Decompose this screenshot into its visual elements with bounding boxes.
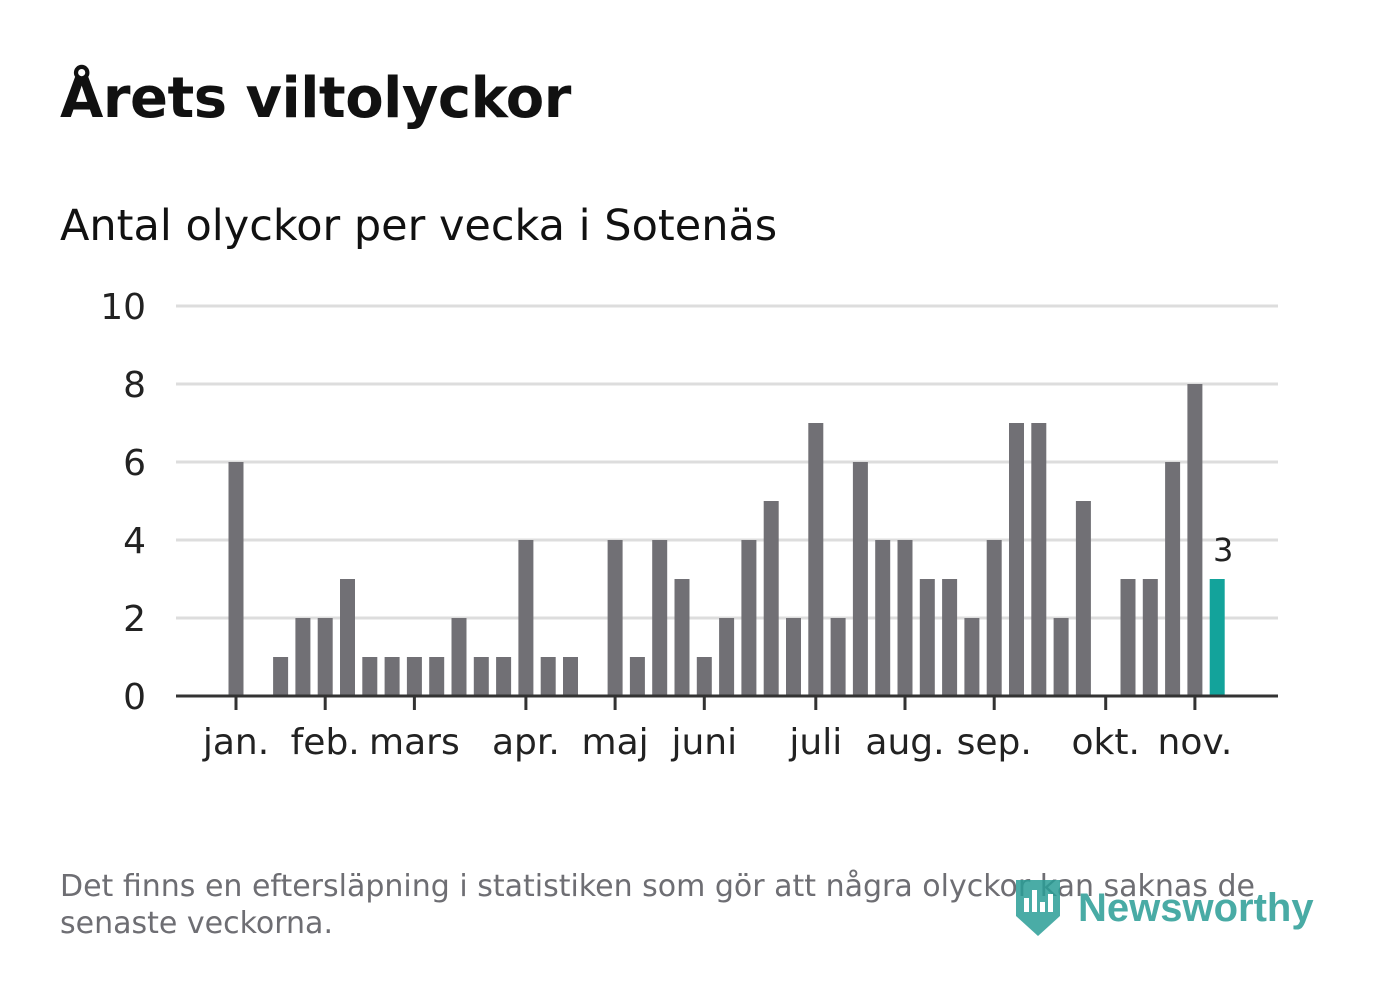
x-tick-label: apr. bbox=[492, 722, 560, 763]
bar-week-25 bbox=[763, 501, 779, 696]
data-labels: 3 bbox=[1213, 531, 1233, 569]
bar-week-26 bbox=[786, 618, 801, 696]
bars bbox=[228, 384, 1225, 696]
chart-title: Årets viltolyckor bbox=[60, 66, 571, 131]
bar-week-37 bbox=[1031, 423, 1047, 696]
bar-current-week bbox=[1209, 579, 1225, 696]
bar-week-23 bbox=[719, 618, 735, 696]
newsworthy-logo[interactable]: Newsworthy bbox=[1012, 876, 1314, 940]
bar-week-27 bbox=[808, 423, 824, 696]
bar-week-29 bbox=[852, 462, 868, 696]
bar-week-3 bbox=[273, 657, 289, 696]
bar-week-4 bbox=[295, 618, 311, 696]
bar-week-36 bbox=[1009, 423, 1024, 696]
x-tick-label: aug. bbox=[865, 722, 944, 763]
bar-week-42 bbox=[1142, 579, 1158, 696]
bar-week-8 bbox=[384, 657, 400, 696]
x-tick-label: nov. bbox=[1158, 722, 1233, 763]
bar-chart: 0 2 4 6 8 10 jan. feb. mars apr. maj juni juli aug. s… bbox=[100, 287, 1278, 763]
bar-week-39 bbox=[1075, 501, 1091, 696]
x-tick-label: jan. bbox=[202, 722, 269, 763]
newsworthy-logo-icon bbox=[1016, 880, 1060, 936]
bar-week-13 bbox=[496, 657, 512, 696]
bar-week-44 bbox=[1187, 384, 1203, 696]
bar-week-30 bbox=[875, 540, 891, 696]
bar-week-14 bbox=[518, 540, 534, 696]
y-tick-label: 0 bbox=[123, 677, 146, 718]
y-axis-ticks: 0 2 4 6 8 10 bbox=[100, 287, 146, 718]
bar-week-16 bbox=[563, 657, 578, 696]
x-tick-label: mars bbox=[369, 722, 460, 763]
y-tick-label: 8 bbox=[123, 365, 146, 406]
bar-week-33 bbox=[942, 579, 958, 696]
x-tick-label: juni bbox=[670, 722, 737, 763]
data-label-current-week: 3 bbox=[1213, 531, 1233, 569]
x-tick-label: okt. bbox=[1071, 722, 1139, 763]
bar-week-41 bbox=[1120, 579, 1136, 696]
bar-week-15 bbox=[540, 657, 556, 696]
bar-week-28 bbox=[830, 618, 846, 696]
bar-week-35 bbox=[986, 540, 1002, 696]
bar-week-9 bbox=[406, 657, 422, 696]
bar-week-24 bbox=[741, 540, 757, 696]
y-tick-label: 10 bbox=[100, 287, 146, 328]
x-tick-label: feb. bbox=[291, 722, 360, 763]
bar-week-11 bbox=[451, 618, 467, 696]
x-tick-label: maj bbox=[582, 722, 649, 763]
bar-week-43 bbox=[1165, 462, 1181, 696]
bar-week-22 bbox=[696, 657, 712, 696]
bar-week-34 bbox=[964, 618, 980, 696]
x-tick-label: sep. bbox=[957, 722, 1032, 763]
bar-week-19 bbox=[629, 657, 645, 696]
brand-name: Newsworthy bbox=[1078, 885, 1314, 930]
bar-week-31 bbox=[897, 540, 913, 696]
chart-subtitle: Antal olyckor per vecka i Sotenäs bbox=[60, 201, 778, 251]
bar-week-12 bbox=[473, 657, 489, 696]
bar-week-6 bbox=[340, 579, 355, 696]
bar-week-32 bbox=[919, 579, 935, 696]
bar-week-1 bbox=[228, 462, 244, 696]
bar-week-21 bbox=[674, 579, 690, 696]
y-tick-label: 6 bbox=[123, 443, 146, 484]
bar-week-38 bbox=[1053, 618, 1069, 696]
gridlines bbox=[176, 304, 1278, 620]
bar-week-20 bbox=[652, 540, 668, 696]
x-axis-ticks: jan. feb. mars apr. maj juni juli aug. sep. okt. n… bbox=[202, 696, 1232, 763]
bar-week-7 bbox=[362, 657, 378, 696]
y-tick-label: 2 bbox=[123, 599, 146, 640]
y-tick-label: 4 bbox=[123, 521, 146, 562]
bar-week-18 bbox=[607, 540, 623, 696]
bar-week-10 bbox=[429, 657, 445, 696]
x-tick-label: juli bbox=[788, 722, 842, 763]
bar-week-5 bbox=[317, 618, 333, 696]
